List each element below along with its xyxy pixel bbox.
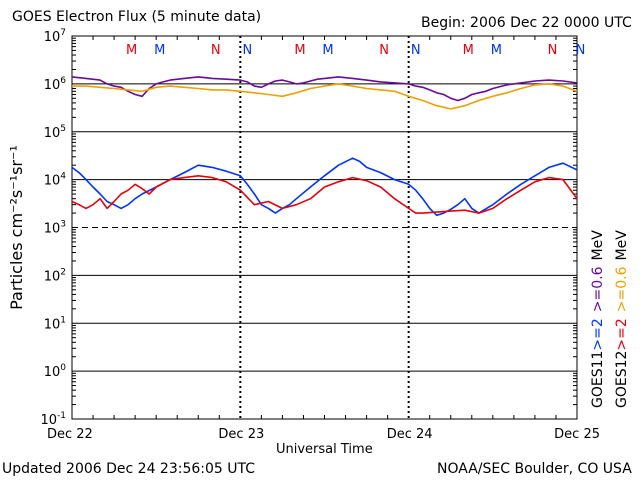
y-tick-label: 101 (44, 315, 66, 332)
mn-marker: N (576, 43, 586, 58)
updated-time-label: Updated 2006 Dec 24 23:56:05 UTC (2, 461, 256, 477)
mn-marker: N (379, 43, 389, 58)
mn-marker: N (211, 43, 221, 58)
legend-item: >=0.6 (614, 266, 630, 312)
x-tick-label: Dec 23 (218, 427, 264, 442)
legend-satellite: GOES12 (614, 351, 630, 408)
y-tick-label: 103 (44, 220, 66, 237)
mn-marker: N (548, 43, 558, 58)
y-tick-label: 104 (44, 172, 67, 189)
begin-time-label: Begin: 2006 Dec 22 0000 UTC (421, 15, 632, 31)
legend-goes12: GOES12>=2 >=0.6 MeV (614, 230, 630, 408)
legend-satellite: GOES11 (590, 351, 606, 408)
y-tick-label: 100 (44, 363, 67, 380)
y-axis-label: Particles cm⁻²s⁻¹sr⁻¹ (7, 145, 26, 310)
mn-marker: M (322, 43, 333, 58)
mn-marker: M (126, 43, 137, 58)
credit-label: NOAA/SEC Boulder, CO USA (437, 461, 632, 477)
series-line-0 (71, 76, 578, 102)
mn-marker: N (242, 43, 252, 58)
mn-marker: M (463, 43, 474, 58)
series-line-2 (71, 157, 578, 217)
y-tick-label: 106 (44, 76, 67, 93)
y-tick-label: 107 (44, 28, 66, 45)
x-tick-label: Dec 24 (387, 427, 433, 442)
y-tick-label: 105 (44, 124, 66, 141)
series-line-1 (72, 83, 578, 110)
y-tick-label: 102 (44, 267, 66, 284)
legend-item: >=0.6 (590, 266, 606, 312)
x-tick-label: Dec 22 (47, 427, 93, 442)
mn-marker: M (154, 43, 165, 58)
x-axis-label: Universal Time (276, 442, 373, 457)
legend-item: MeV (614, 230, 630, 261)
series-line-3 (71, 175, 578, 214)
mn-marker: N (411, 43, 421, 58)
mn-marker: M (491, 43, 502, 58)
legend-item: >=2 (590, 318, 606, 350)
legend-goes11: GOES11>=2 >=0.6 MeV (590, 230, 606, 408)
chart-title: GOES Electron Flux (5 minute data) (12, 9, 262, 25)
x-tick-label: Dec 25 (554, 427, 600, 442)
legend-item: >=2 (614, 318, 630, 350)
y-tick-label: 10-1 (40, 411, 66, 428)
legend-item: MeV (590, 230, 606, 261)
mn-marker: M (294, 43, 305, 58)
